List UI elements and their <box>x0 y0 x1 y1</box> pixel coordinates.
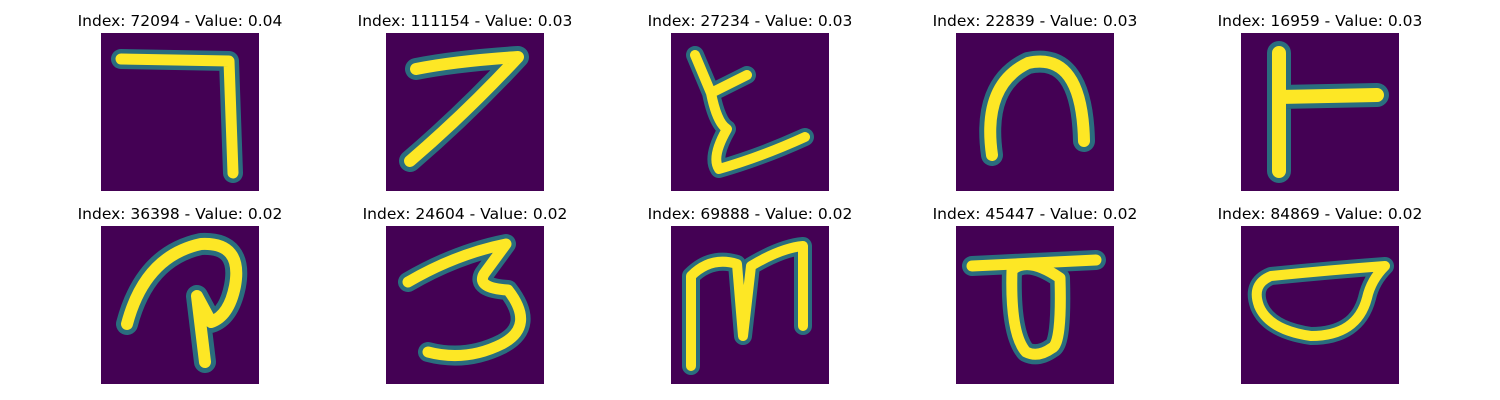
glyph-bowl-icon <box>1241 226 1399 384</box>
glyph-arch-icon <box>956 33 1114 191</box>
panel-title: Index: 84869 - Value: 0.02 <box>1217 205 1423 223</box>
panel-title: Index: 27234 - Value: 0.03 <box>647 12 853 30</box>
glyph-l-hook-icon <box>671 33 829 191</box>
glyph-t-sideways-icon <box>1241 33 1399 191</box>
panel-title: Index: 111154 - Value: 0.03 <box>357 12 573 30</box>
panel-title: Index: 22839 - Value: 0.03 <box>932 12 1138 30</box>
glyph-loop-under-bar-icon <box>956 226 1114 384</box>
panel-title: Index: 16959 - Value: 0.03 <box>1217 12 1423 30</box>
glyph-m-icon <box>671 226 829 384</box>
glyph-3-icon <box>386 226 544 384</box>
glyph-7-icon <box>386 33 544 191</box>
glyph-p-loop-icon <box>101 226 259 384</box>
glyph-7-reversed-icon <box>101 33 259 191</box>
panel-title: Index: 72094 - Value: 0.04 <box>77 12 283 30</box>
panel-title: Index: 36398 - Value: 0.02 <box>77 205 283 223</box>
panel-title: Index: 45447 - Value: 0.02 <box>932 205 1138 223</box>
panel-title: Index: 24604 - Value: 0.02 <box>362 205 568 223</box>
panel-title: Index: 69888 - Value: 0.02 <box>647 205 853 223</box>
